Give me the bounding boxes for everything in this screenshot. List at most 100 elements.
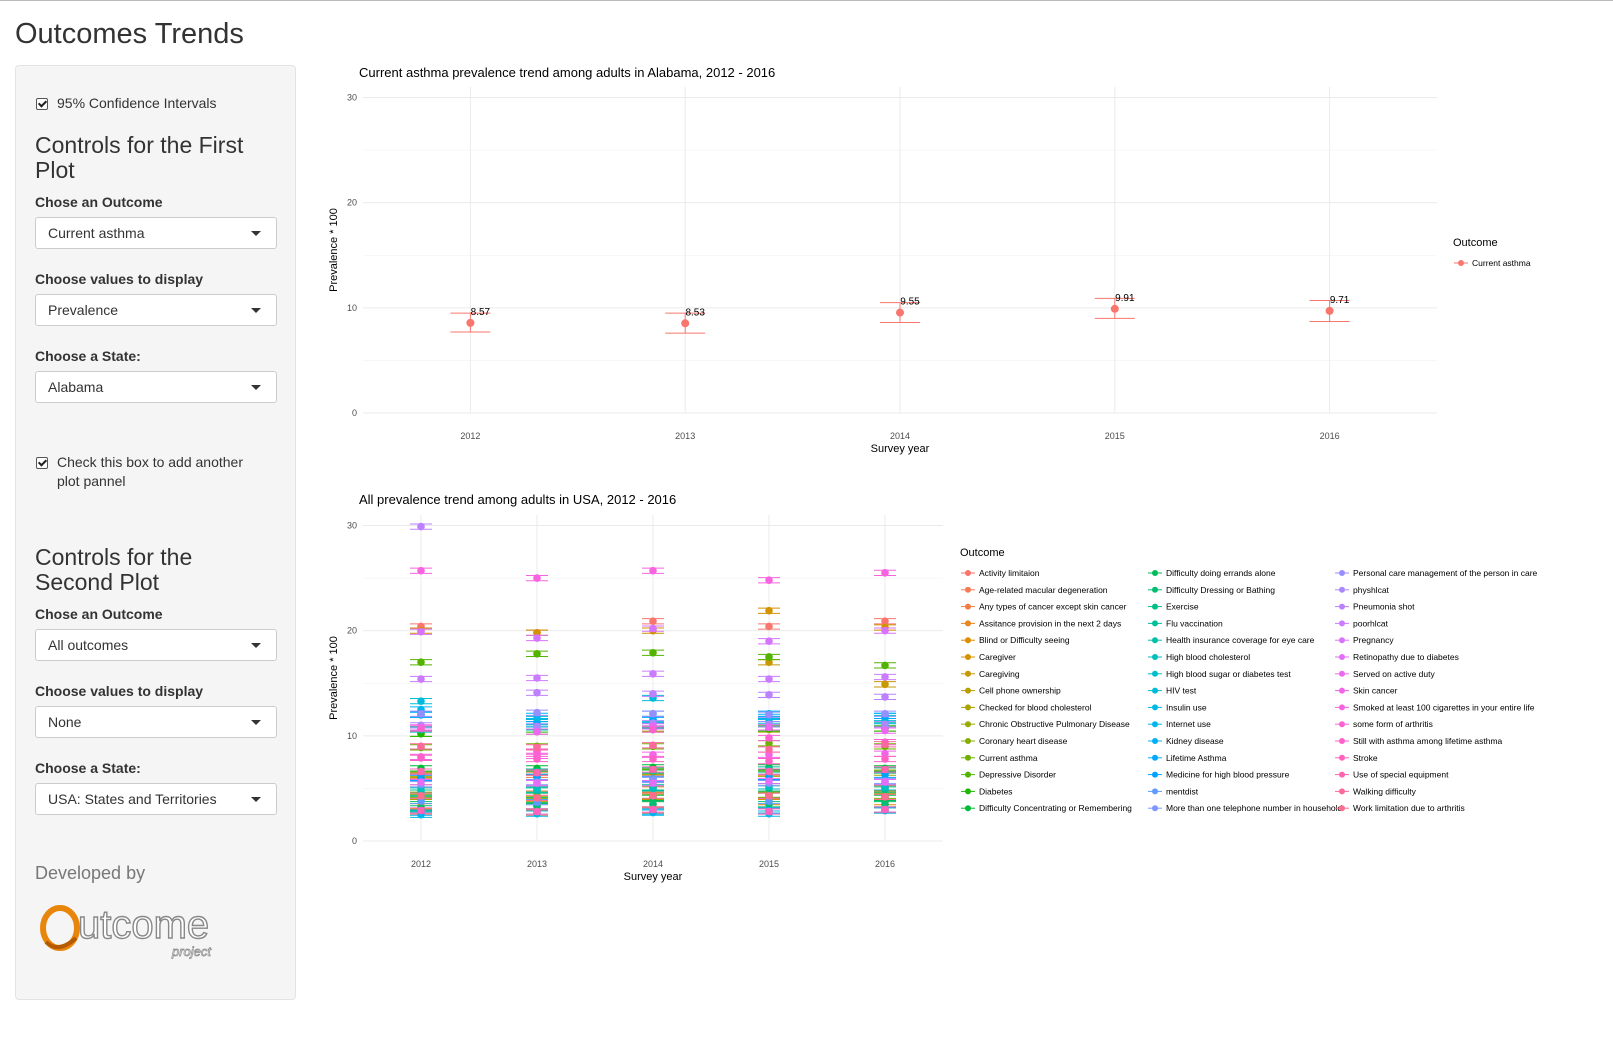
data-label: 9.55 xyxy=(900,297,920,308)
data-point xyxy=(765,767,773,776)
second-values-select[interactable]: None xyxy=(35,706,277,738)
data-point xyxy=(649,617,657,626)
legend-key-point xyxy=(1339,687,1345,694)
legend-key-point xyxy=(965,788,971,795)
data-point xyxy=(649,709,657,718)
logo-text: utcome xyxy=(78,903,209,947)
y-tick-label: 0 xyxy=(352,836,357,846)
data-point xyxy=(1325,306,1334,315)
legend-item-label: Still with asthma among lifetime asthma xyxy=(1353,736,1503,746)
x-tick-label: 2015 xyxy=(1105,431,1125,441)
legend-item-label: High blood sugar or diabetes test xyxy=(1166,669,1291,679)
data-point xyxy=(417,797,425,805)
data-point xyxy=(417,786,425,795)
data-point xyxy=(765,691,773,699)
data-point xyxy=(649,784,657,793)
second-values-value: None xyxy=(48,714,82,730)
x-tick-label: 2015 xyxy=(759,859,779,869)
legend-item-label: HIV test xyxy=(1166,686,1197,696)
data-point xyxy=(896,308,904,317)
legend-item-label: Served on active duty xyxy=(1353,669,1435,679)
legend-item-label: Walking difficulty xyxy=(1353,786,1417,796)
chevron-down-icon xyxy=(251,385,261,390)
data-point xyxy=(881,626,889,635)
top-border xyxy=(0,0,1613,1)
legend-item-label: Difficulty Concentrating or Remembering xyxy=(979,803,1132,813)
data-point xyxy=(649,755,657,763)
legend-item-label: Difficulty doing errands alone xyxy=(1166,568,1276,578)
data-point xyxy=(649,566,657,575)
y-tick-label: 0 xyxy=(352,408,357,418)
legend-item-label: Caregiving xyxy=(979,669,1020,679)
legend-item-label: some form of arthritis xyxy=(1353,719,1433,729)
second-outcome-select[interactable]: All outcomes xyxy=(35,629,277,661)
first-outcome-select[interactable]: Current asthma xyxy=(35,217,277,249)
first-values-value: Prevalence xyxy=(48,302,119,318)
data-point xyxy=(533,628,541,637)
legend-key-point xyxy=(1152,687,1158,694)
data-point xyxy=(881,755,889,763)
data-point xyxy=(649,648,657,657)
data-point xyxy=(649,791,657,800)
x-tick-label: 2014 xyxy=(890,431,910,441)
legend-key-point xyxy=(1152,754,1158,761)
add-plot-checkbox[interactable] xyxy=(36,457,48,469)
legend-item-label: mentdist xyxy=(1166,786,1199,796)
legend-key-point xyxy=(965,738,971,744)
legend-key-point xyxy=(965,771,971,778)
outcome-project-logo: utcome project xyxy=(40,902,213,959)
data-point xyxy=(533,768,541,777)
data-point xyxy=(881,673,889,681)
add-plot-checkbox-row[interactable]: Check this box to add another plot panne… xyxy=(36,453,266,491)
data-point xyxy=(466,318,475,327)
data-point xyxy=(533,794,541,802)
data-point xyxy=(533,574,541,582)
data-point xyxy=(681,319,690,328)
legend-key-point xyxy=(1152,637,1158,644)
data-point xyxy=(765,777,773,785)
chevron-down-icon xyxy=(251,231,261,236)
data-label: 8.57 xyxy=(471,307,491,318)
data-point xyxy=(881,569,889,577)
data-point xyxy=(417,742,425,751)
data-point xyxy=(533,634,541,642)
legend-item-label: Flu vaccination xyxy=(1166,618,1223,628)
data-point xyxy=(765,658,773,667)
x-tick-label: 2012 xyxy=(460,431,480,441)
legend-item-label: Lifetime Asthma xyxy=(1166,753,1227,763)
first-outcome-label: Chose an Outcome xyxy=(35,194,163,210)
data-point xyxy=(649,805,657,814)
legend-item-label: poorhlcat xyxy=(1353,618,1389,628)
ci-checkbox-row[interactable]: 95% Confidence Intervals xyxy=(36,94,217,113)
data-point xyxy=(765,711,773,719)
second-state-select[interactable]: USA: States and Territories xyxy=(35,783,277,815)
legend-key-point xyxy=(1339,603,1345,610)
data-point xyxy=(533,708,541,717)
legend-key-point xyxy=(1339,738,1345,744)
data-point xyxy=(533,755,541,763)
first-state-select[interactable]: Alabama xyxy=(35,371,277,403)
data-point xyxy=(765,606,773,615)
data-point xyxy=(417,778,425,786)
y-axis-label: Prevalence * 100 xyxy=(328,208,340,292)
data-point xyxy=(881,778,889,786)
data-point xyxy=(881,793,889,801)
data-point xyxy=(533,743,541,752)
legend-key-point xyxy=(1339,721,1345,728)
legend-key-point xyxy=(965,570,971,576)
legend-item-label: Diabetes xyxy=(979,786,1013,796)
ci-checkbox[interactable] xyxy=(36,98,48,110)
data-point xyxy=(881,805,889,814)
data-point xyxy=(533,807,541,816)
legend-key-point xyxy=(1152,654,1158,660)
first-values-label: Choose values to display xyxy=(35,271,204,287)
data-point xyxy=(881,765,889,774)
data-point xyxy=(417,754,425,762)
legend-key-point xyxy=(1339,670,1345,677)
data-point xyxy=(765,750,773,759)
data-point xyxy=(649,624,657,633)
legend-key-point xyxy=(965,637,971,644)
legend-item-label: Difficulty Dressing or Bathing xyxy=(1166,585,1275,595)
first-values-select[interactable]: Prevalence xyxy=(35,294,277,326)
chevron-down-icon xyxy=(251,643,261,648)
